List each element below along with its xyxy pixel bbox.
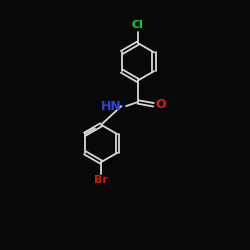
Text: Br: Br xyxy=(94,175,108,185)
Text: HN: HN xyxy=(100,100,121,112)
Text: Cl: Cl xyxy=(132,20,144,30)
Text: O: O xyxy=(156,98,166,111)
